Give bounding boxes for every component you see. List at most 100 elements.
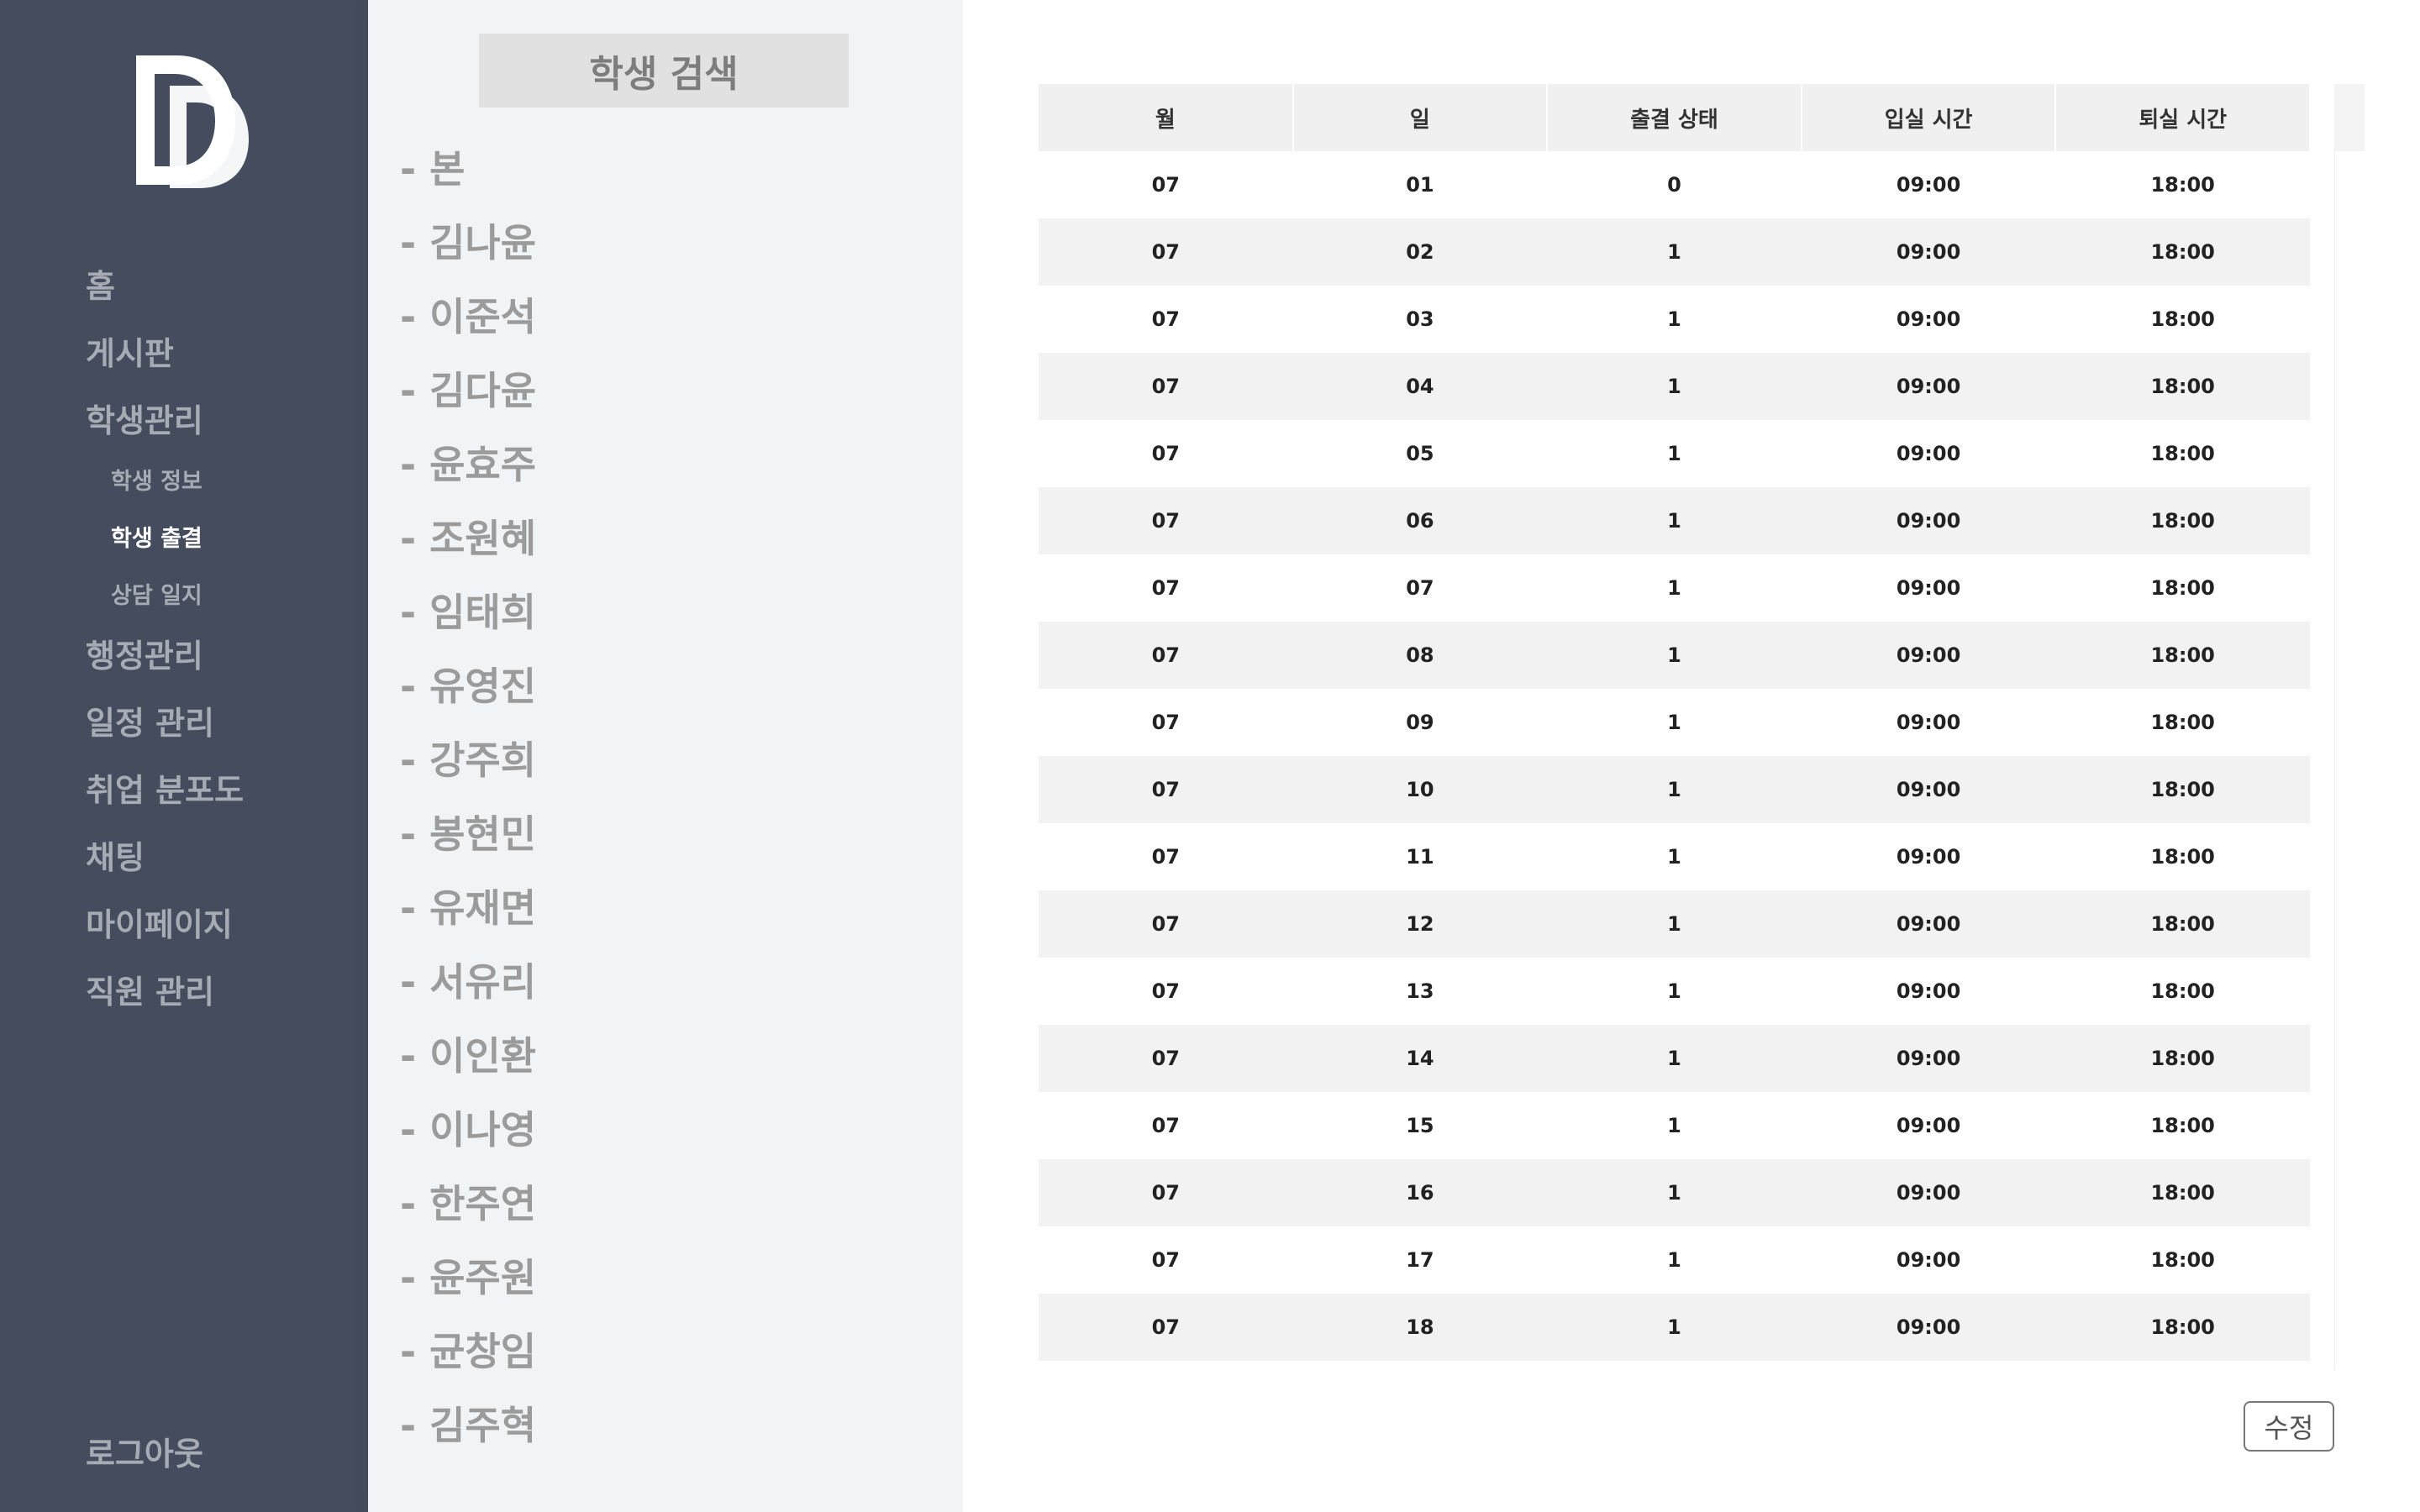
student-list-panel: 학생 검색 - 본 - 김나윤 - 이준석 - 김다윤 - 윤효주 - 조원혜 - 임태희 -… — [368, 0, 963, 1512]
table-row[interactable]: 07 14 1 09:00 18:00 — [1039, 1025, 2310, 1092]
table-cell: 09:00 — [1896, 845, 1961, 869]
table-cell: 09:00 — [1801, 756, 2056, 823]
table-cell: 1 — [1547, 756, 1802, 823]
table-cell: 07 — [1039, 353, 1293, 420]
student-list-item[interactable]: - 김나윤 — [400, 220, 537, 265]
edit-button[interactable]: 수정 — [2244, 1401, 2334, 1452]
table-row[interactable]: 07 11 1 09:00 18:00 — [1039, 823, 2310, 890]
table-cell: 07 — [1039, 487, 1293, 554]
table-cell: 01 — [1406, 173, 1434, 197]
table-row[interactable]: 07 05 1 09:00 18:00 — [1039, 420, 2310, 487]
table-cell: 1 — [1667, 1248, 1681, 1272]
table-row[interactable]: 07 18 1 09:00 18:00 — [1039, 1294, 2310, 1361]
table-row[interactable]: 07 09 1 09:00 18:00 — [1039, 689, 2310, 756]
student-list-item[interactable]: - 봉현민 — [400, 811, 537, 857]
student-list-item[interactable]: - 이나영 — [400, 1107, 537, 1152]
table-cell: 09:00 — [1801, 1294, 2056, 1361]
table-cell: 18:00 — [2150, 979, 2215, 1003]
table-cell: 1 — [1667, 307, 1681, 331]
column-header: 월 — [1039, 84, 1294, 151]
table-cell: 17 — [1406, 1248, 1434, 1272]
table-row[interactable]: 07 16 1 09:00 18:00 — [1039, 1159, 2310, 1226]
table-row[interactable]: 07 01 0 09:00 18:00 — [1039, 151, 2310, 218]
table-cell: 09:00 — [1896, 979, 1961, 1003]
sidebar-item-1[interactable]: 게시판 — [86, 335, 174, 372]
sidebar-item-after-2[interactable]: 취업 분포도 — [86, 772, 245, 809]
attendance-table-container[interactable]: 월 일 출결 상태 입실 시간 퇴실 시간 07 01 0 09:00 18:00 07 02 1 09… — [1039, 84, 2365, 1369]
sidebar-item-after-5[interactable]: 직원 관리 — [86, 974, 215, 1011]
student-list-item[interactable]: - 윤주원 — [400, 1255, 537, 1300]
sidebar-subitem-1[interactable]: 학생 출결 — [111, 526, 203, 552]
sidebar-item-after-4[interactable]: 마이페이지 — [86, 906, 233, 943]
table-cell: 1 — [1667, 1114, 1681, 1137]
table-cell: 07 — [1039, 890, 1293, 958]
student-list-item[interactable]: - 이인환 — [400, 1033, 537, 1079]
table-cell: 07 — [1151, 1114, 1180, 1137]
table-cell: 09:00 — [1801, 622, 2056, 689]
table-cell: 09:00 — [1801, 487, 2056, 554]
table-cell: 04 — [1292, 353, 1548, 420]
table-row[interactable]: 07 10 1 09:00 18:00 — [1039, 756, 2310, 823]
table-row[interactable]: 07 03 1 09:00 18:00 — [1039, 286, 2310, 353]
sidebar-item-after-0[interactable]: 행정관리 — [86, 638, 203, 675]
table-cell: 09:00 — [1896, 307, 1961, 331]
table-cell: 06 — [1292, 487, 1548, 554]
table-cell: 18:00 — [2150, 711, 2215, 734]
table-cell: 07 — [1151, 576, 1180, 600]
student-list-item[interactable]: - 윤효주 — [400, 442, 537, 487]
sidebar-item-after-3[interactable]: 채팅 — [86, 839, 145, 876]
table-cell: 02 — [1292, 218, 1548, 286]
table-cell: 07 — [1039, 1025, 1293, 1092]
student-search-button[interactable]: 학생 검색 — [479, 34, 849, 108]
table-cell: 1 — [1667, 711, 1681, 734]
table-row[interactable]: 07 02 1 09:00 18:00 — [1039, 218, 2310, 286]
student-list-item[interactable]: - 조원혜 — [400, 516, 537, 561]
sidebar-item-0[interactable]: 홈 — [86, 268, 115, 305]
sidebar-item-after-1[interactable]: 일정 관리 — [86, 705, 215, 742]
table-row[interactable]: 07 08 1 09:00 18:00 — [1039, 622, 2310, 689]
student-list-item[interactable]: - 강주희 — [400, 738, 537, 783]
sidebar-item-2[interactable]: 학생관리 — [86, 402, 203, 439]
student-list-item[interactable]: - 유재면 — [400, 885, 537, 931]
table-cell: 09:00 — [1896, 442, 1961, 465]
logo-icon[interactable] — [126, 49, 260, 192]
table-cell: 07 — [1151, 845, 1180, 869]
table-cell: 18 — [1292, 1294, 1548, 1361]
student-list-item[interactable]: - 유영진 — [400, 664, 537, 709]
column-header: 퇴실 시간 — [2055, 84, 2311, 151]
student-list-item[interactable]: - 김주혁 — [400, 1403, 537, 1448]
table-cell: 18:00 — [2055, 1294, 2310, 1361]
table-row[interactable]: 07 06 1 09:00 18:00 — [1039, 487, 2310, 554]
table-cell: 09:00 — [1801, 218, 2056, 286]
table-cell: 07 — [1406, 576, 1434, 600]
student-list-item[interactable]: - 한주연 — [400, 1181, 537, 1226]
column-header: 출결 상태 — [1547, 84, 1802, 151]
table-cell: 1 — [1667, 442, 1681, 465]
table-cell: 03 — [1406, 307, 1434, 331]
student-list-item[interactable]: - 임태희 — [400, 590, 537, 635]
student-list-item[interactable]: - 균창임 — [400, 1329, 537, 1374]
student-list-item[interactable]: - 본 — [400, 146, 466, 192]
table-row[interactable]: 07 07 1 09:00 18:00 — [1039, 554, 2310, 622]
table-row[interactable]: 07 04 1 09:00 18:00 — [1039, 353, 2310, 420]
sidebar-subitem-0[interactable]: 학생 정보 — [111, 469, 203, 495]
student-list-item[interactable]: - 이준석 — [400, 294, 537, 339]
sidebar-subitem-2[interactable]: 상담 일지 — [111, 583, 203, 609]
table-row[interactable]: 07 17 1 09:00 18:00 — [1039, 1226, 2310, 1294]
table-cell: 14 — [1292, 1025, 1548, 1092]
table-cell: 1 — [1547, 487, 1802, 554]
student-list-item[interactable]: - 서유리 — [400, 959, 537, 1005]
table-cell: 18:00 — [2055, 756, 2310, 823]
scrollbar[interactable] — [2334, 84, 2365, 1369]
table-cell: 1 — [1667, 845, 1681, 869]
logout-button[interactable]: 로그아웃 — [86, 1436, 203, 1473]
table-row[interactable]: 07 15 1 09:00 18:00 — [1039, 1092, 2310, 1159]
table-row[interactable]: 07 12 1 09:00 18:00 — [1039, 890, 2310, 958]
table-row[interactable]: 07 13 1 09:00 18:00 — [1039, 958, 2310, 1025]
table-cell: 11 — [1406, 845, 1434, 869]
student-list-item[interactable]: - 김다윤 — [400, 368, 537, 413]
table-cell: 07 — [1039, 756, 1293, 823]
table-cell: 18:00 — [2055, 218, 2310, 286]
table-cell: 1 — [1547, 1159, 1802, 1226]
